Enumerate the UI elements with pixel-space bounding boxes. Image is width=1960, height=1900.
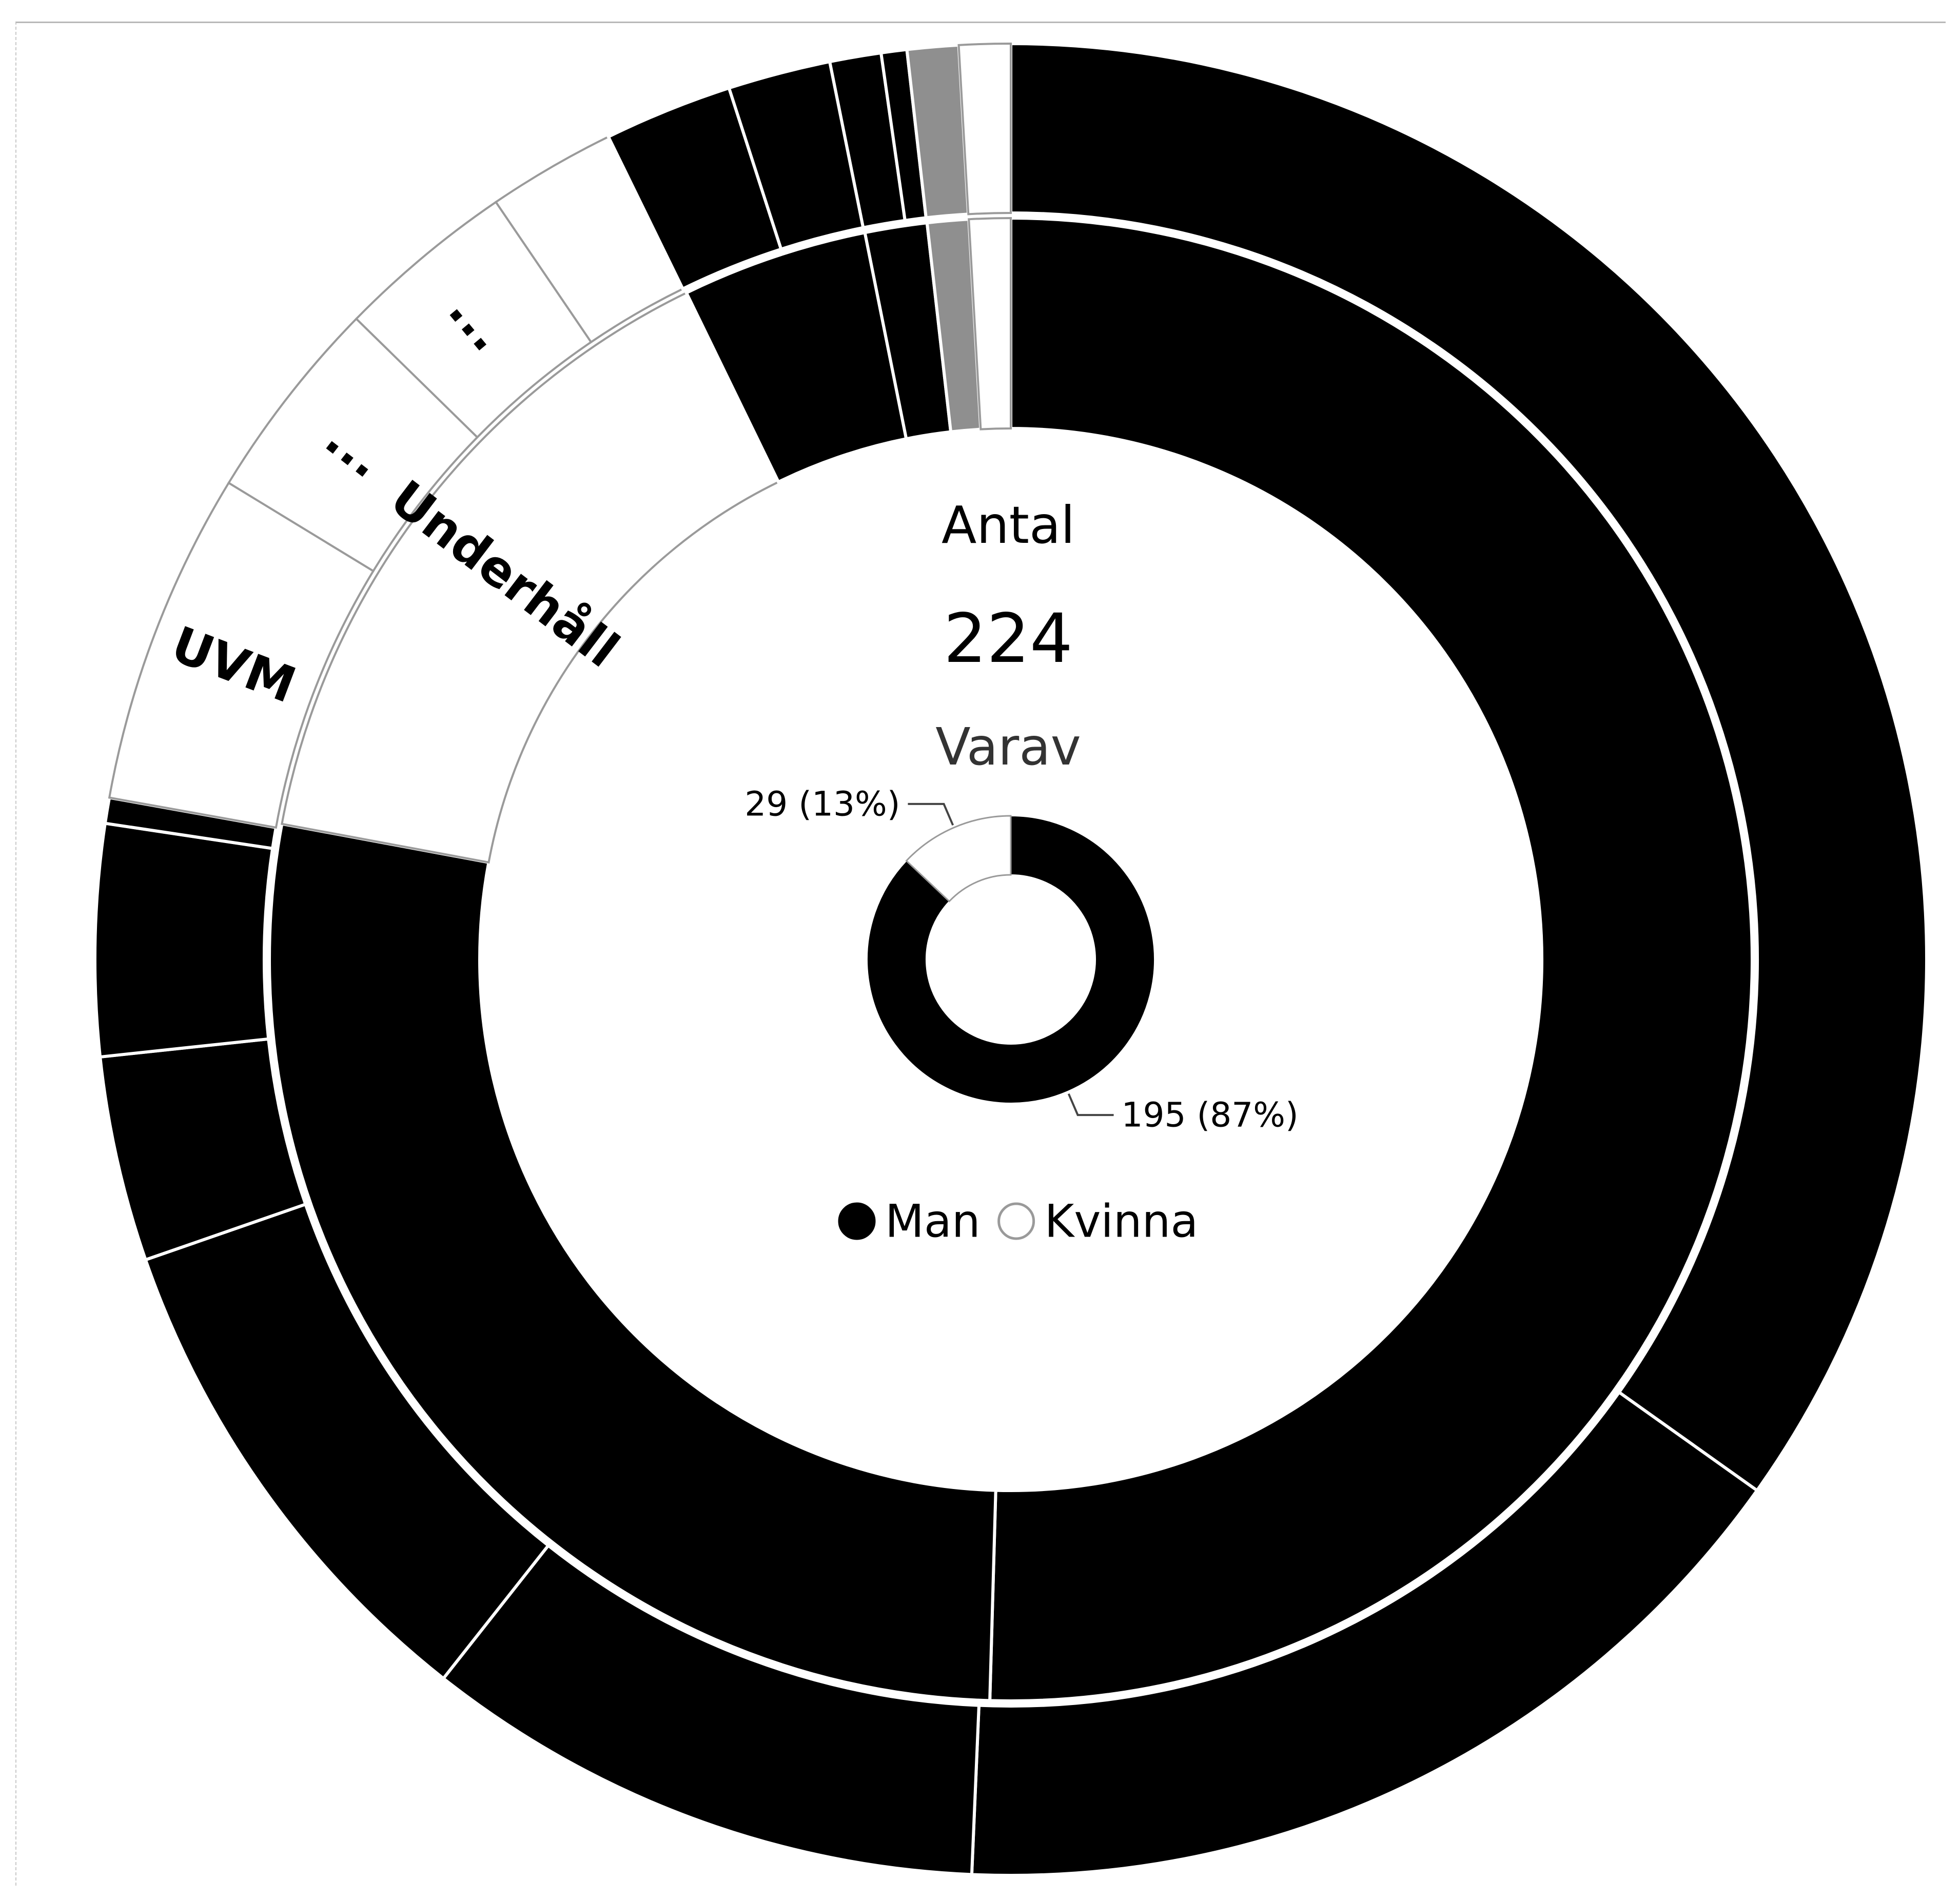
center-title: Antal: [942, 495, 1075, 555]
sunburst-outer-ring: [93, 42, 1928, 1877]
donut-slice-man[interactable]: [867, 815, 1155, 1104]
gender-donut: [867, 815, 1155, 1104]
legend-label-kvinna[interactable]: Kvinna: [1045, 1195, 1199, 1248]
outer-ring-segment[interactable]: [1009, 42, 1928, 1493]
donut-slice-kvinna[interactable]: [905, 815, 1012, 903]
legend-marker-kvinna: [997, 1202, 1035, 1240]
outer-ring-segment[interactable]: [93, 821, 275, 1059]
legend-marker-man: [838, 1202, 876, 1240]
donut-leader-line: [1067, 1093, 1114, 1117]
legend-label-man[interactable]: Man: [885, 1195, 981, 1248]
inner-ring-segment[interactable]: [281, 291, 780, 864]
inner-ring-segment[interactable]: [988, 216, 1754, 1702]
center-total: 224: [944, 599, 1073, 678]
donut-leader-line: [908, 802, 954, 826]
donut-data-label: 29 (13%): [744, 784, 900, 824]
inner-ring-segment[interactable]: [268, 822, 997, 1702]
donut-data-label: 195 (87%): [1122, 1095, 1299, 1135]
inner-ring-segment[interactable]: [968, 217, 1012, 430]
donut-legend[interactable]: Man Kvinna: [838, 1195, 1199, 1248]
outer-ring-segment[interactable]: [957, 42, 1012, 216]
chart-frame: [15, 22, 1946, 1886]
outer-ring-segment[interactable]: [970, 1390, 1759, 1877]
center-subtitle: Varav: [935, 717, 1081, 777]
sunburst-inner-ring: [268, 216, 1754, 1702]
donut-data-labels: 195 (87%) 29 (13%): [744, 784, 1298, 1134]
